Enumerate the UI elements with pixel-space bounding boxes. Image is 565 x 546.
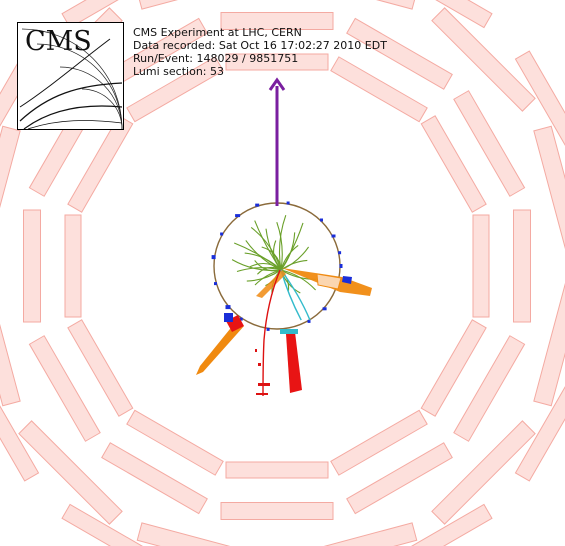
track xyxy=(254,260,282,272)
ecal-deposit xyxy=(320,218,323,222)
muon-chamber-inner xyxy=(420,115,487,213)
muon-chamber-outer xyxy=(0,276,21,407)
muon-chamber-far xyxy=(61,0,175,29)
muon-chamber-outer xyxy=(287,522,418,546)
muon-chamber-inner xyxy=(126,409,224,476)
muon-track xyxy=(255,269,281,397)
muon-chamber-middle xyxy=(220,12,334,30)
ecal-deposit xyxy=(239,317,243,321)
muon-chamber-middle xyxy=(101,442,208,515)
muon-chamber-inner xyxy=(225,53,329,71)
track xyxy=(276,222,283,271)
muon-hit xyxy=(255,349,257,352)
logo-text: CMS xyxy=(25,26,92,57)
track xyxy=(254,220,282,271)
ecal-tower-lower-left xyxy=(224,313,233,322)
muon-chambers-inner-ring xyxy=(64,53,490,479)
track xyxy=(280,244,299,271)
muon-chamber-middle xyxy=(346,17,453,90)
muon-hit xyxy=(258,383,270,386)
run-event-label: Run/Event: 148029 / 9851751 xyxy=(133,52,299,65)
muon-chamber-middle xyxy=(453,335,526,442)
muon-chamber-outer xyxy=(0,125,21,256)
muon-chamber-far xyxy=(379,0,493,29)
track xyxy=(280,259,308,271)
muon-chamber-middle xyxy=(28,335,101,442)
muon-chamber-outer xyxy=(18,420,123,525)
muon-chamber-outer xyxy=(287,0,418,10)
muon-chamber-middle xyxy=(23,209,41,323)
muon-chamber-inner xyxy=(420,319,487,417)
ecal-deposit xyxy=(338,251,342,255)
hcal-tower-lower xyxy=(286,332,302,393)
muon-chamber-far xyxy=(0,368,40,482)
ecal-deposit xyxy=(266,327,270,331)
jet-cones xyxy=(196,268,372,375)
ecal-deposit xyxy=(331,234,336,238)
experiment-label: CMS Experiment at LHC, CERN xyxy=(133,26,302,39)
muon-chamber-inner xyxy=(67,319,134,417)
track xyxy=(261,246,282,271)
muon-chamber-inner xyxy=(126,56,224,123)
ecal-deposit xyxy=(211,255,216,260)
muon-chamber-middle xyxy=(513,209,531,323)
jet-cone-right-inner xyxy=(316,273,342,290)
muon-chamber-outer xyxy=(431,7,536,112)
muon-chamber-outer xyxy=(431,420,536,525)
ecal-deposit xyxy=(220,232,224,236)
ecal-deposit xyxy=(214,282,217,286)
ecal-deposit xyxy=(307,319,311,323)
muon-chamber-outer xyxy=(136,0,267,10)
ecal-deposit xyxy=(286,201,290,205)
muon-chamber-inner xyxy=(472,214,490,318)
tracker-region xyxy=(211,201,343,331)
met-arrow-head xyxy=(268,77,286,91)
muon-chamber-middle xyxy=(346,442,453,515)
hcal-tower-right xyxy=(342,276,352,284)
muon-chamber-inner xyxy=(64,214,82,318)
muon-chamber-inner xyxy=(330,56,428,123)
ecal-deposit xyxy=(339,264,343,268)
calorimeter-towers xyxy=(224,276,352,393)
data-recorded-label: Data recorded: Sat Oct 16 17:02:27 2010 … xyxy=(133,39,387,52)
muon-chamber-outer xyxy=(533,125,565,256)
muon-chamber-far xyxy=(61,503,175,546)
logo-tracks-graphic xyxy=(19,28,123,129)
muon-chamber-inner xyxy=(67,115,134,213)
muon-track-path xyxy=(262,269,281,397)
track xyxy=(236,267,282,273)
ecal-deposit xyxy=(322,307,327,311)
muon-chamber-outer xyxy=(136,522,267,546)
muon-chambers-middle-ring xyxy=(23,12,531,520)
electron-deposit xyxy=(280,329,298,334)
ecal-deposit xyxy=(225,305,231,310)
muon-chamber-outer xyxy=(533,276,565,407)
muon-chamber-inner xyxy=(225,461,329,479)
muon-chamber-middle xyxy=(220,502,334,520)
muon-hit xyxy=(258,363,261,366)
track xyxy=(280,222,304,271)
ecal-deposit xyxy=(255,203,260,207)
track xyxy=(246,269,282,282)
muon-chamber-far xyxy=(514,368,565,482)
lumi-section-label: Lumi section: 53 xyxy=(133,65,224,78)
ecal-deposit xyxy=(235,214,241,218)
muon-hit xyxy=(256,393,268,395)
muon-chamber-far xyxy=(379,503,493,546)
cms-logo: CMS xyxy=(17,22,124,130)
jet-cone-lower-left xyxy=(196,324,244,375)
track xyxy=(250,226,282,271)
muon-chamber-far xyxy=(514,50,565,164)
jet-cone-central xyxy=(256,270,286,298)
missing-energy-arrow xyxy=(268,77,286,206)
track xyxy=(248,263,282,271)
muon-chamber-inner xyxy=(330,409,428,476)
muon-chamber-middle xyxy=(453,90,526,197)
